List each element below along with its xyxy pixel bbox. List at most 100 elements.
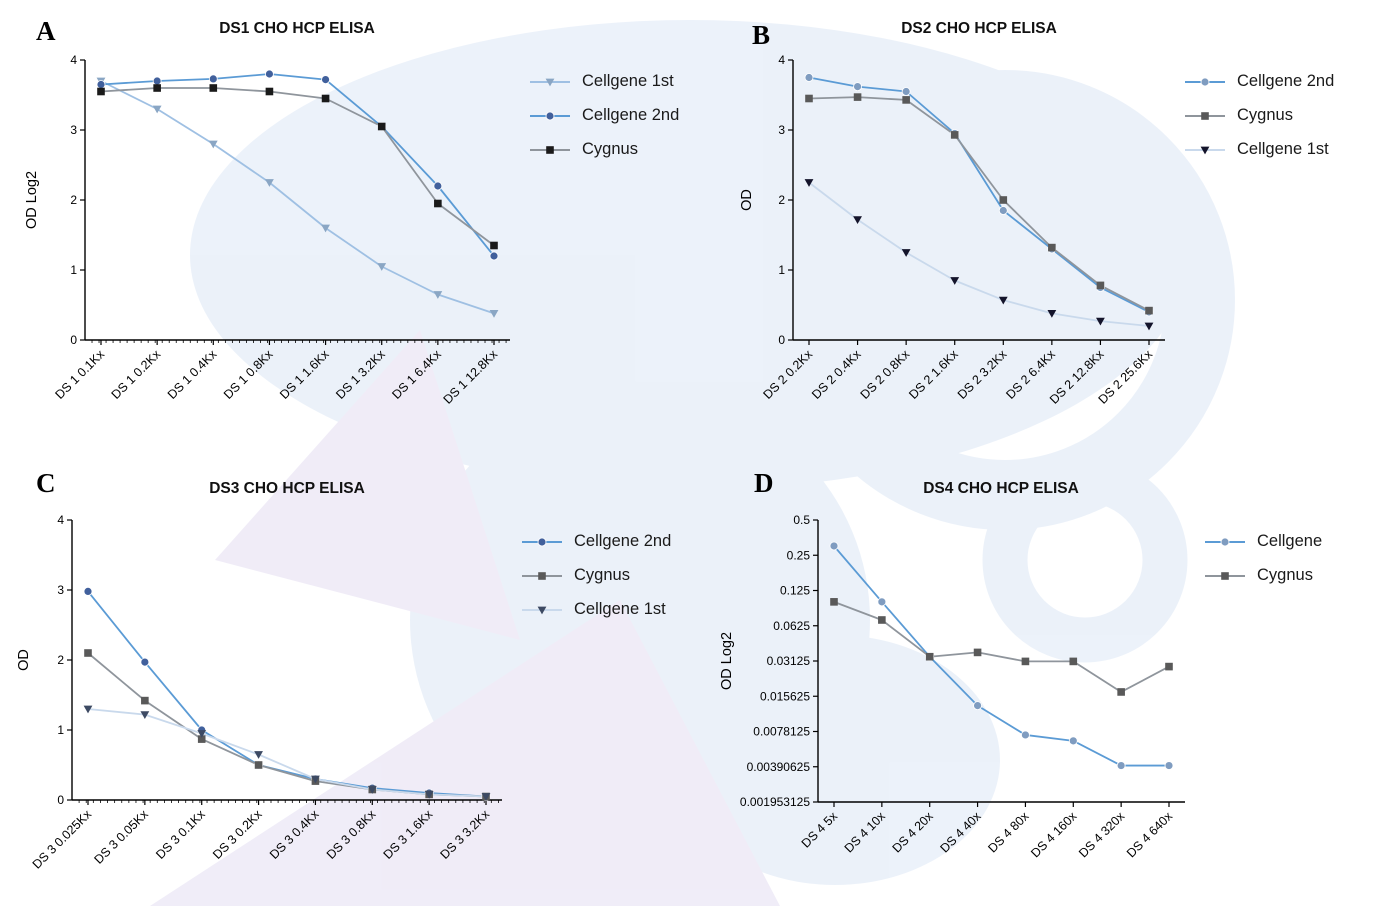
svg-text:DS 4 20x: DS 4 20x <box>890 809 937 856</box>
svg-text:DS 4 5x: DS 4 5x <box>799 809 841 851</box>
legend-key-square-icon <box>522 571 562 580</box>
svg-text:DS 4 160x: DS 4 160x <box>1028 809 1080 861</box>
svg-text:0.03125: 0.03125 <box>767 654 811 668</box>
svg-text:4: 4 <box>778 53 785 67</box>
svg-text:DS 4 640x: DS 4 640x <box>1124 809 1176 861</box>
svg-text:DS 2 0.8Kx: DS 2 0.8Kx <box>858 347 913 402</box>
svg-text:1: 1 <box>57 723 64 737</box>
svg-text:DS 4 10x: DS 4 10x <box>842 809 889 856</box>
svg-text:DS 4 320x: DS 4 320x <box>1076 809 1128 861</box>
svg-text:0.5: 0.5 <box>793 513 810 527</box>
legend-item: Cellgene 2nd <box>1183 72 1334 91</box>
panel-a: A DS1 CHO HCP ELISA 0 1 2 3 4 DS 1 0.1Kx DS 1 … <box>0 0 690 460</box>
panel-c: C DS3 CHO HCP ELISA 0 1 2 3 4 DS 3 0.025Kx DS … <box>0 460 690 906</box>
legend-label: Cygnus <box>582 140 638 158</box>
legend-item: Cellgene 1st <box>1183 140 1334 159</box>
svg-text:4: 4 <box>70 53 77 67</box>
chart-ds3: 0 1 2 3 4 DS 3 0.025Kx DS 3 0.05Kx DS 3 0.1Kx DS… <box>12 498 512 906</box>
legend-ds1: Cellgene 1st Cellgene 2nd Cygnus <box>528 72 679 159</box>
legend-item: Cellgene <box>1203 532 1322 551</box>
panel-d: D DS4 CHO HCP ELISA 0.5 0.25 0.125 0.0625 0.… <box>690 460 1379 906</box>
svg-text:0.25: 0.25 <box>787 548 811 562</box>
svg-text:0: 0 <box>778 333 785 347</box>
svg-text:0.0625: 0.0625 <box>773 619 810 633</box>
svg-text:DS 1 0.2Kx: DS 1 0.2Kx <box>109 347 164 402</box>
svg-text:DS 1 6.4Kx: DS 1 6.4Kx <box>389 347 444 402</box>
legend-item: Cygnus <box>1183 106 1334 125</box>
svg-text:2: 2 <box>57 653 64 667</box>
svg-text:DS 4 80x: DS 4 80x <box>985 809 1032 856</box>
chart-ds1: 0 1 2 3 4 DS 1 0.1Kx DS 1 0.2Kx DS 1 0.4Kx DS 1 … <box>20 38 520 445</box>
legend-key-triangle-down-icon <box>1185 146 1225 154</box>
legend-key-circle-icon <box>530 111 570 120</box>
legend-ds2: Cellgene 2nd Cygnus Cellgene 1st <box>1183 72 1334 159</box>
chart-ds2: 0 1 2 3 4 DS 2 0.2Kx DS 2 0.4Kx DS 2 0.8Kx DS 2 … <box>735 38 1175 458</box>
svg-text:DS 3 0.4Kx: DS 3 0.4Kx <box>267 807 322 862</box>
panel-title-d: DS4 CHO HCP ELISA <box>923 480 1079 497</box>
legend-ds4: Cellgene Cygnus <box>1203 532 1322 585</box>
svg-text:DS 2 0.4Kx: DS 2 0.4Kx <box>809 347 864 402</box>
svg-text:DS 1 0.4Kx: DS 1 0.4Kx <box>165 347 220 402</box>
legend-item: Cellgene 1st <box>528 72 679 91</box>
svg-text:2: 2 <box>70 193 77 207</box>
panel-letter-a: A <box>36 16 56 46</box>
legend-key-circle-icon <box>1185 77 1225 86</box>
legend-item: Cellgene 2nd <box>528 106 679 125</box>
svg-text:0.125: 0.125 <box>780 584 810 598</box>
legend-ds3: Cellgene 2nd Cygnus Cellgene 1st <box>520 532 671 619</box>
legend-item: Cygnus <box>520 566 671 585</box>
panel-b: B DS2 CHO HCP ELISA 0 1 2 3 4 DS 2 0.2Kx DS 2 … <box>690 0 1379 460</box>
svg-text:DS 2 0.2Kx: DS 2 0.2Kx <box>761 347 816 402</box>
svg-text:DS 3 0.8Kx: DS 3 0.8Kx <box>324 807 379 862</box>
panel-title-a: DS1 CHO HCP ELISA <box>219 20 375 37</box>
svg-text:DS 3 1.6Kx: DS 3 1.6Kx <box>381 807 436 862</box>
legend-label: Cellgene 1st <box>1237 140 1329 158</box>
svg-text:DS 2 3.2Kx: DS 2 3.2Kx <box>955 347 1010 402</box>
svg-text:DS 3 0.025Kx: DS 3 0.025Kx <box>30 807 95 872</box>
legend-item: Cygnus <box>528 140 679 159</box>
legend-key-circle-icon <box>522 537 562 546</box>
svg-text:3: 3 <box>57 583 64 597</box>
legend-key-triangle-down-icon <box>530 78 570 86</box>
legend-label: Cellgene 2nd <box>1237 72 1335 90</box>
legend-label: Cygnus <box>1257 566 1313 584</box>
svg-text:0: 0 <box>70 333 77 347</box>
svg-text:3: 3 <box>70 123 77 137</box>
svg-text:DS 3 0.2Kx: DS 3 0.2Kx <box>210 807 265 862</box>
legend-key-square-icon <box>1205 571 1245 580</box>
legend-label: Cygnus <box>574 566 630 584</box>
svg-text:4: 4 <box>57 513 64 527</box>
svg-text:0.001953125: 0.001953125 <box>740 795 810 809</box>
panel-title-b: DS2 CHO HCP ELISA <box>901 20 1057 37</box>
svg-text:DS 1 3.2Kx: DS 1 3.2Kx <box>333 347 388 402</box>
svg-text:DS 1 0.8Kx: DS 1 0.8Kx <box>221 347 276 402</box>
legend-key-circle-icon <box>1205 537 1245 546</box>
svg-text:0.00390625: 0.00390625 <box>747 760 811 774</box>
svg-text:OD: OD <box>16 649 32 671</box>
svg-text:OD Log2: OD Log2 <box>719 632 735 690</box>
svg-text:DS 1 12.8Kx: DS 1 12.8Kx <box>441 347 501 407</box>
svg-text:DS 3 3.2Kx: DS 3 3.2Kx <box>438 807 493 862</box>
svg-text:DS 1 0.1Kx: DS 1 0.1Kx <box>53 347 108 402</box>
legend-label: Cellgene 2nd <box>582 106 680 124</box>
legend-label: Cellgene 2nd <box>574 532 672 550</box>
svg-text:2: 2 <box>778 193 785 207</box>
svg-text:DS 4 40x: DS 4 40x <box>937 809 984 856</box>
legend-label: Cellgene 1st <box>582 72 674 90</box>
panel-title-c: DS3 CHO HCP ELISA <box>209 480 365 497</box>
svg-text:DS 3 0.05Kx: DS 3 0.05Kx <box>91 807 151 867</box>
legend-item: Cellgene 1st <box>520 600 671 619</box>
svg-text:DS 1 1.6Kx: DS 1 1.6Kx <box>277 347 332 402</box>
svg-text:0.0078125: 0.0078125 <box>753 725 810 739</box>
svg-text:0.015625: 0.015625 <box>760 689 810 703</box>
panel-letter-c: C <box>36 468 56 498</box>
legend-label: Cellgene <box>1257 532 1323 550</box>
legend-key-triangle-down-icon <box>522 606 562 614</box>
legend-label: Cellgene 1st <box>574 600 666 618</box>
svg-text:OD: OD <box>739 189 755 211</box>
svg-text:DS 2 1.6Kx: DS 2 1.6Kx <box>906 347 961 402</box>
svg-text:1: 1 <box>70 263 77 277</box>
svg-text:OD Log2: OD Log2 <box>24 171 40 229</box>
